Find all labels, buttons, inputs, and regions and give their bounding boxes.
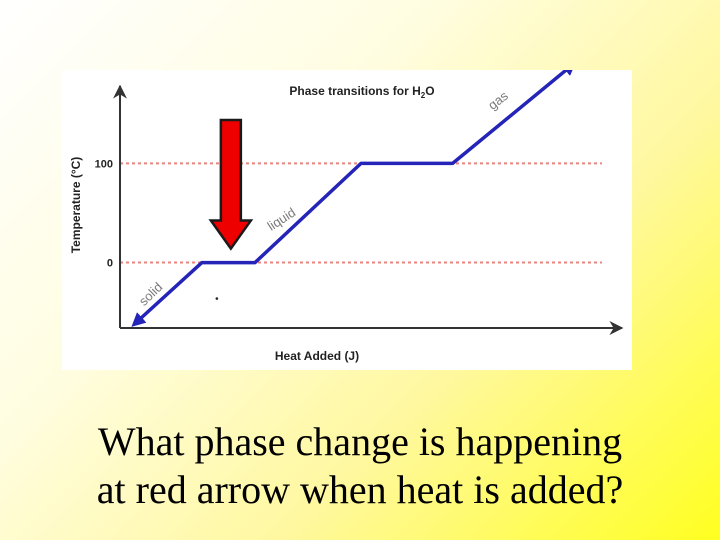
chart-panel: 100 0 Phase transitions for H2O Heat Added …	[62, 70, 632, 370]
red-arrow-indicator	[208, 118, 254, 251]
phase-label-solid: solid	[136, 279, 166, 308]
question-line-1: What phase change is happening	[97, 419, 623, 464]
phase-label-liquid: liquid	[265, 205, 299, 234]
phase-label-gas: gas	[485, 88, 511, 113]
question-text: What phase change is happening at red ar…	[0, 418, 720, 514]
question-line-2: at red arrow when heat is added?	[96, 467, 624, 512]
y-tick-label: 100	[95, 158, 113, 170]
chart-title: Phase transitions for H2O	[289, 84, 434, 100]
x-axis-label: Heat Added (J)	[275, 349, 359, 363]
phase-diagram-chart: 100 0 Phase transitions for H2O Heat Added …	[69, 70, 624, 363]
y-tick-label: 0	[107, 258, 113, 270]
y-axis-label: Temperature (°C)	[69, 157, 83, 254]
stray-dot	[215, 297, 219, 300]
heating-curve-line	[131, 70, 577, 327]
